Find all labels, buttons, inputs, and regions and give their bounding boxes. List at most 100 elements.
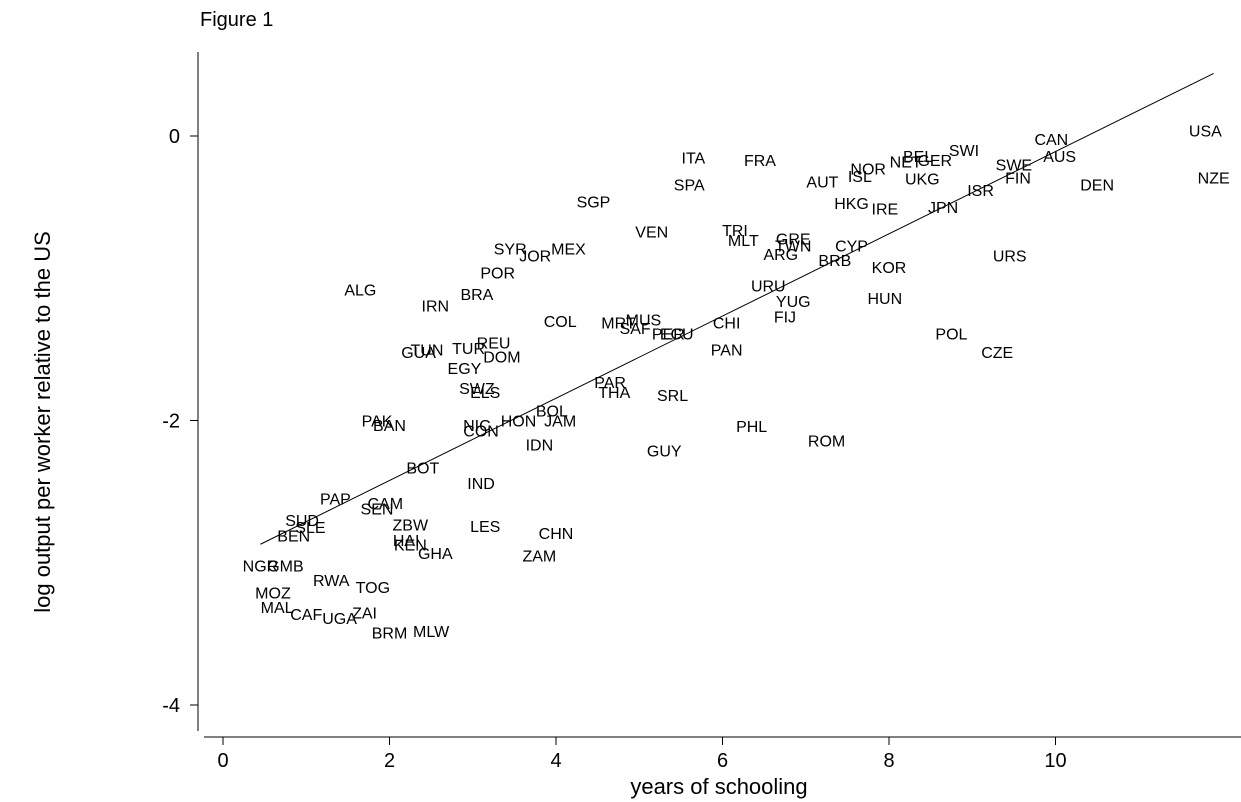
point-gmb: GMB [267,559,303,576]
point-por: POR [480,266,515,283]
point-aut: AUT [806,175,838,192]
point-irn: IRN [422,298,450,315]
point-brm: BRM [372,625,408,642]
point-bra: BRA [460,287,493,304]
point-rwa: RWA [313,573,350,590]
point-ire: IRE [872,202,899,219]
point-phl: PHL [736,419,767,436]
point-swi: SWI [949,143,979,160]
point-tha: THA [598,385,630,402]
point-alg: ALG [344,283,376,300]
point-arg: ARG [763,247,798,264]
point-spa: SPA [674,177,705,194]
point-sle: SLE [295,520,325,537]
point-zam: ZAM [522,549,556,566]
point-kor: KOR [872,260,907,277]
point-mlt: MLT [728,233,759,250]
point-ita: ITA [682,150,706,167]
point-den: DEN [1080,177,1114,194]
point-cyp: CYP [835,239,868,256]
point-brb: BRB [818,253,851,270]
x-tick-label: 0 [217,750,228,772]
point-guy: GUY [647,443,682,460]
point-ind: IND [467,476,495,493]
point-ukg: UKG [905,172,940,189]
point-egy: EGY [448,361,482,378]
point-pak: PAK [362,414,393,431]
point-twn: TWN [775,239,811,256]
x-tick-label: 10 [1044,750,1066,772]
point-hun: HUN [868,291,903,308]
point-pan: PAN [711,342,743,359]
point-mlw: MLW [413,624,450,641]
point-ngr: NGR [243,559,279,576]
point-ecu: ECU [660,327,694,344]
point-cze: CZE [981,345,1013,362]
x-axis-title: years of schooling [630,774,807,799]
point-bot: BOT [406,460,439,477]
point-gre: GRE [776,231,811,248]
x-tick-label: 6 [717,750,728,772]
point-per: PER [652,327,685,344]
point-hon: HON [501,414,537,431]
point-idn: IDN [526,438,554,455]
point-chi: CHI [713,315,741,332]
x-tick-label: 4 [550,750,561,772]
point-saf: SAF [620,321,651,338]
point-mex: MEX [551,241,586,258]
point-mrt: MRT [601,315,636,332]
x-tick-label: 2 [384,750,395,772]
point-moz: MOZ [255,586,291,603]
point-ken: KEN [394,537,427,554]
x-tick-label: 8 [883,750,894,772]
point-mus: MUS [626,313,662,330]
point-usa: USA [1189,123,1222,140]
point-zbw: ZBW [393,517,429,534]
point-jpn: JPN [928,200,958,217]
point-syr: SYR [494,241,527,258]
point-fra: FRA [744,153,776,170]
point-dom: DOM [483,349,520,366]
point-sgp: SGP [577,194,611,211]
point-mal: MAL [261,600,294,617]
point-hkg: HKG [834,196,869,213]
point-gha: GHA [418,546,453,563]
point-can: CAN [1034,132,1068,149]
point-uga: UGA [322,611,357,628]
point-tog: TOG [356,580,390,597]
point-swe: SWE [996,157,1032,174]
point-tur: TUR [452,341,485,358]
point-ban: BAN [373,418,406,435]
point-fij: FIJ [774,310,796,327]
point-els: ELS [470,385,500,402]
y-tick-label: -4 [162,695,180,717]
point-ben: BEN [277,529,310,546]
point-con: CON [463,423,499,440]
y-tick-label: 0 [169,126,180,148]
y-tick-label: -2 [162,411,180,433]
point-ven: VEN [635,224,668,241]
point-les: LES [470,519,500,536]
point-bol: BOL [536,404,568,421]
point-zai: ZAI [352,606,377,623]
point-isl: ISL [848,169,872,186]
point-sud: SUD [285,513,319,530]
point-nor: NOR [850,162,886,179]
point-par: PAR [594,375,626,392]
fit-line-group [260,72,1214,545]
y-axis-title: log output per worker relative to the US [30,231,55,613]
point-nic: NIC [463,418,491,435]
point-col: COL [544,314,577,331]
point-urs: URS [993,248,1027,265]
point-tun: TUN [411,342,444,359]
point-jam: JAM [544,414,576,431]
point-fin: FIN [1005,170,1031,187]
point-uru: URU [751,278,786,295]
point-nze: NZE [1198,170,1230,187]
point-ger: GER [917,153,952,170]
point-net: NET [890,155,922,172]
point-hai: HAI [393,533,420,550]
point-swz: SWZ [459,381,495,398]
